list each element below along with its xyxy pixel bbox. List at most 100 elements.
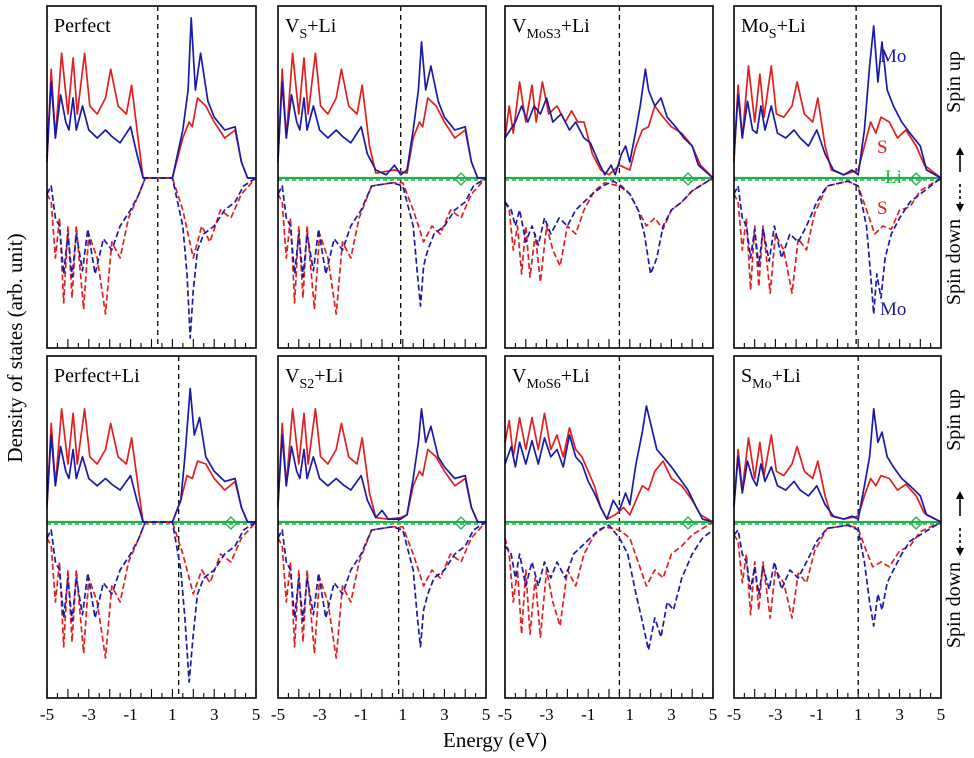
panel-title: Perfect xyxy=(54,15,111,37)
mo-down-line xyxy=(504,177,714,275)
mo-down-line xyxy=(504,524,714,651)
mo-up-line xyxy=(46,17,256,179)
s-up-line xyxy=(277,52,486,179)
li-peak-marker xyxy=(909,172,924,186)
panel-7: VMoS6+Li -5 -3 -1 1 3 5 xyxy=(498,355,718,724)
x-tick-label: 1 xyxy=(854,705,863,724)
li-peak-marker xyxy=(224,516,238,530)
panel-4: MoS+Li Mo S Li S Mo xyxy=(733,5,942,349)
x-tick-label: 5 xyxy=(937,705,946,724)
spin-down-label-top: Spin down xyxy=(943,219,965,305)
panels-layer: Perfect VS+Li VMoS3+Li MoS+Li Mo S Li S Mo Perfec… xyxy=(40,5,946,724)
li-peak-marker xyxy=(681,172,695,186)
s-up-line xyxy=(46,408,256,523)
spin-up-label-bottom: Spin up xyxy=(943,389,965,451)
panel-title: VMoS6+Li xyxy=(512,365,590,392)
li-peak-marker xyxy=(681,516,695,530)
sulfur-down-annotation: S xyxy=(877,198,888,219)
x-tick-label: 1 xyxy=(399,705,408,724)
panel-frame xyxy=(46,355,257,699)
panel-3: VMoS3+Li xyxy=(504,5,714,349)
x-tick-label: -5 xyxy=(727,705,741,724)
x-tick-label: -3 xyxy=(768,705,782,724)
panel-1: Perfect xyxy=(46,5,257,349)
mo-down-annotation: Mo xyxy=(880,299,906,320)
s-down-line xyxy=(733,177,942,295)
mo-up-line xyxy=(46,387,256,523)
x-tick-label: 5 xyxy=(709,705,718,724)
x-tick-label: -1 xyxy=(354,705,368,724)
s-down-line xyxy=(277,521,487,659)
x-tick-label: -5 xyxy=(271,705,285,724)
s-down-line xyxy=(733,521,942,619)
s-down-line xyxy=(277,177,487,315)
panel-8: SMo+Li -5 -3 -1 1 3 5 xyxy=(727,355,946,724)
mo-down-line xyxy=(46,177,257,339)
mo-up-annotation: Mo xyxy=(880,46,906,67)
s-up-line xyxy=(277,408,486,523)
spin-down-arrowhead xyxy=(956,204,964,212)
panel-title: VS+Li xyxy=(285,15,337,42)
s-up-line xyxy=(504,412,714,523)
mo-down-line xyxy=(733,521,942,627)
mo-up-line xyxy=(733,25,942,179)
spin-down-label-bottom: Spin down xyxy=(943,562,965,648)
x-tick-label: 3 xyxy=(895,705,904,724)
x-tick-label: 5 xyxy=(482,705,491,724)
x-tick-label: 3 xyxy=(210,705,219,724)
s-down-line xyxy=(46,521,257,659)
panel-frame xyxy=(46,5,257,349)
x-tick-label: 1 xyxy=(626,705,635,724)
x-tick-label: -1 xyxy=(124,705,138,724)
mo-down-line xyxy=(733,177,942,315)
s-down-line xyxy=(46,177,257,315)
mo-up-line xyxy=(277,41,486,179)
x-tick-label: -3 xyxy=(82,705,96,724)
x-tick-label: 1 xyxy=(168,705,177,724)
li-peak-marker xyxy=(909,516,924,530)
x-tick-label: 3 xyxy=(667,705,676,724)
x-tick-label: -5 xyxy=(498,705,512,724)
lithium-annotation: Li xyxy=(885,167,902,188)
panel-title: VMoS3+Li xyxy=(512,15,590,42)
s-up-line xyxy=(504,81,714,179)
panel-6: VS2+Li -5 -3 -1 1 3 5 xyxy=(271,355,491,724)
panel-5: Perfect+Li -5 -3 -1 1 3 5 xyxy=(40,355,261,724)
panel-title: MoS+Li xyxy=(741,15,806,42)
x-tick-label: -3 xyxy=(540,705,554,724)
spin-arrows xyxy=(956,147,964,556)
s-up-line xyxy=(733,65,942,179)
mo-up-line xyxy=(504,68,714,179)
spin-down-arrowhead xyxy=(956,548,964,556)
panel-title: SMo+Li xyxy=(741,365,801,392)
mo-up-line xyxy=(277,408,486,523)
x-tick-label: -3 xyxy=(313,705,327,724)
mo-up-line xyxy=(733,408,942,523)
x-axis-label: Energy (eV) xyxy=(443,728,547,752)
x-tick-label: 3 xyxy=(440,705,449,724)
x-tick-label: -1 xyxy=(581,705,595,724)
spin-up-arrowhead xyxy=(956,147,964,155)
panel-title: Perfect+Li xyxy=(54,365,140,387)
s-down-line xyxy=(504,521,714,639)
mo-down-line xyxy=(46,521,257,683)
x-tick-label: 5 xyxy=(252,705,261,724)
x-tick-label: -5 xyxy=(40,705,54,724)
y-axis-label: Density of states (arb. unit) xyxy=(3,233,27,462)
panel-frame xyxy=(277,355,487,699)
spin-up-arrowhead xyxy=(956,491,964,499)
s-down-line xyxy=(504,177,714,283)
sulfur-up-annotation: S xyxy=(877,137,888,158)
panel-title: VS2+Li xyxy=(285,365,344,392)
li-peak-marker xyxy=(454,516,468,530)
spin-up-label-top: Spin up xyxy=(943,51,965,113)
li-peak-marker xyxy=(454,172,468,186)
s-up-line xyxy=(46,52,256,179)
mo-up-line xyxy=(504,405,714,523)
x-tick-label: -1 xyxy=(810,705,824,724)
mo-down-line xyxy=(277,521,487,648)
s-up-line xyxy=(733,434,942,523)
panel-2: VS+Li xyxy=(277,5,487,349)
mo-down-line xyxy=(277,177,487,307)
